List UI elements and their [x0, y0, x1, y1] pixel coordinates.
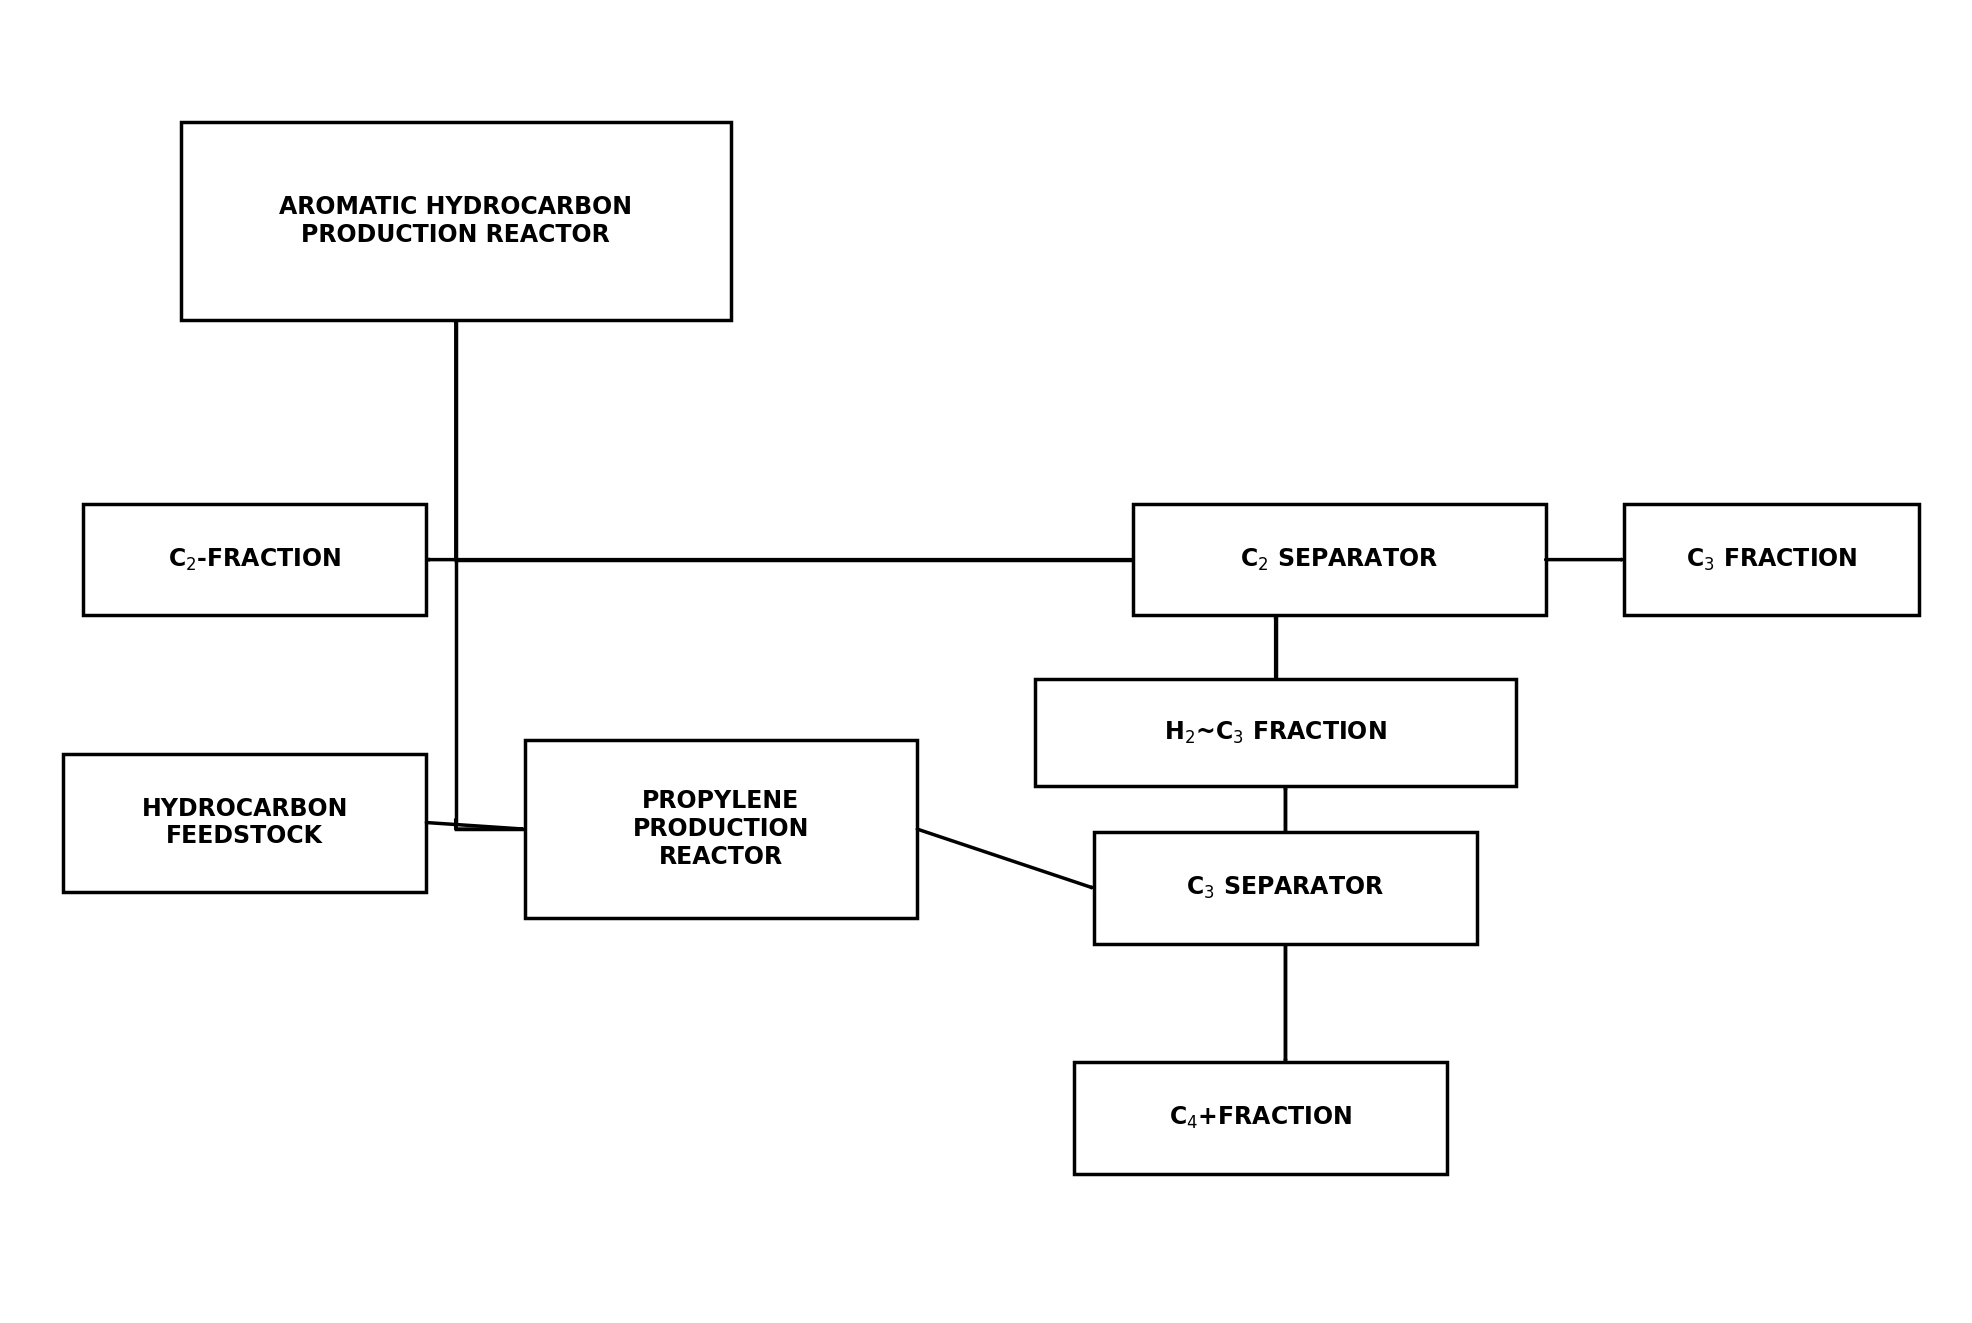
Text: C$_2$ SEPARATOR: C$_2$ SEPARATOR [1240, 546, 1438, 573]
Bar [1134, 504, 1546, 615]
Bar [1625, 504, 1919, 615]
Text: C$_3$ SEPARATOR: C$_3$ SEPARATOR [1187, 876, 1384, 901]
Text: C$_4$+FRACTION: C$_4$+FRACTION [1169, 1105, 1353, 1131]
Text: PROPYLENE
PRODUCTION
REACTOR: PROPYLENE PRODUCTION REACTOR [633, 790, 809, 869]
Text: HYDROCARBON
FEEDSTOCK: HYDROCARBON FEEDSTOCK [142, 796, 347, 848]
Bar [1094, 832, 1477, 945]
Text: AROMATIC HYDROCARBON
PRODUCTION REACTOR: AROMATIC HYDROCARBON PRODUCTION REACTOR [280, 196, 633, 247]
Bar [1035, 679, 1516, 786]
Bar [525, 741, 917, 918]
Bar [1075, 1062, 1447, 1175]
Text: C$_2$-FRACTION: C$_2$-FRACTION [168, 546, 341, 573]
Bar [181, 123, 732, 320]
Bar [63, 754, 426, 892]
Bar [83, 504, 426, 615]
Text: C$_3$ FRACTION: C$_3$ FRACTION [1686, 546, 1858, 573]
Text: H$_2$~C$_3$ FRACTION: H$_2$~C$_3$ FRACTION [1163, 720, 1386, 746]
